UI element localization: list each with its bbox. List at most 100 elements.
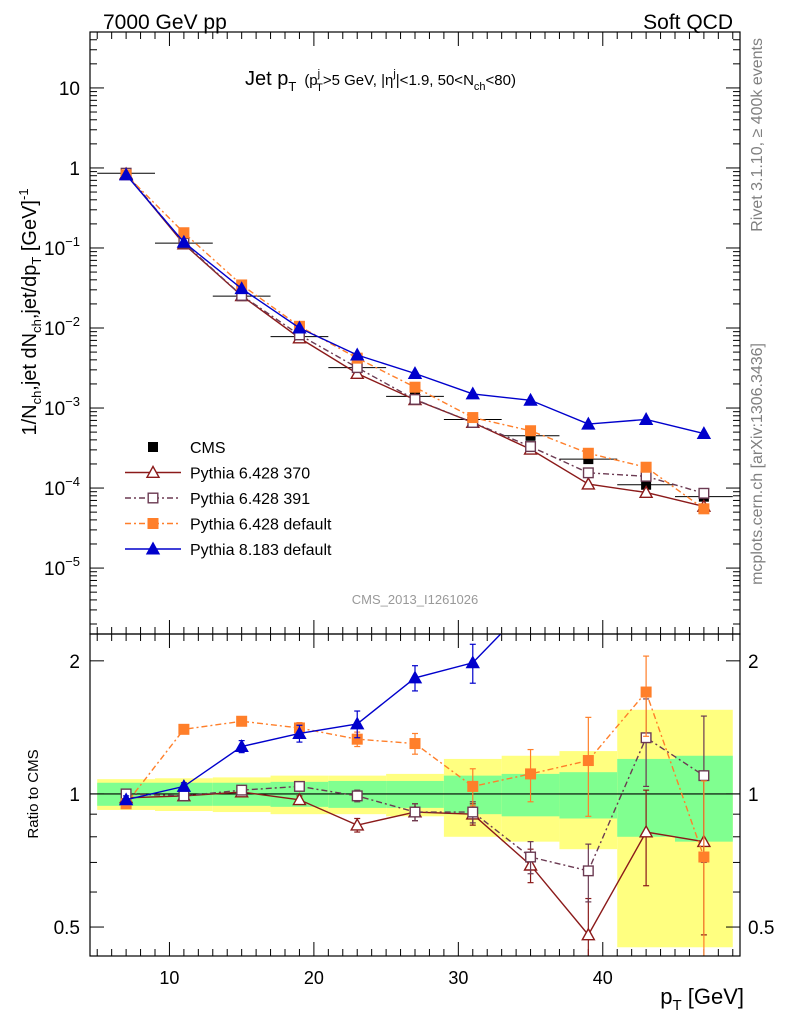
ratio-point [293, 780, 305, 792]
ratio-point [176, 778, 192, 792]
x-axis-label: pT [GeV] [660, 984, 744, 1014]
title-cond-sup2: j [392, 68, 395, 80]
title-cond-sub: T [316, 82, 323, 94]
y-tick-label: 10−3 [44, 394, 80, 420]
ratio-point [698, 438, 710, 449]
ratio-point [292, 792, 307, 806]
series-point [698, 503, 710, 515]
ratio-frame [89, 633, 741, 957]
legend-marker [147, 492, 159, 504]
legend-marker [145, 541, 161, 555]
x-tick-label: 40 [593, 968, 613, 988]
legend: CMS Pythia 6.428 370 Pythia 6.428 391 Pythi… [125, 440, 332, 559]
legend-marker-cms [148, 442, 158, 452]
title-cond-open: (p [304, 72, 317, 89]
ratio-y-tick-label-right: 1 [748, 785, 759, 806]
x-axis-label-sub: T [672, 997, 681, 1014]
series-point [467, 412, 479, 424]
ratio-point [698, 770, 710, 782]
ratio-point [698, 851, 710, 863]
series-point [640, 470, 652, 482]
title-cond-close: <80) [486, 72, 516, 89]
series-point [525, 441, 537, 453]
title-cond-mid2: |<1.9, 50<N [396, 72, 474, 89]
ratio-point [467, 780, 479, 792]
y-tick-label: 10−5 [44, 554, 80, 580]
series-point [581, 476, 596, 490]
cms-point [641, 479, 652, 490]
series-point [407, 366, 423, 380]
ratio-point [409, 806, 421, 818]
series-point [409, 393, 421, 405]
series-line [125, 172, 705, 494]
ratio-point [292, 726, 307, 739]
ratio-point [525, 851, 537, 863]
series-point [696, 426, 712, 440]
analysis-id: CMS_2013_I1261026 [352, 592, 479, 607]
legend-label: Pythia 6.428 391 [190, 491, 310, 508]
series-point [582, 467, 594, 479]
ratio-point [638, 824, 654, 838]
ratio-point [582, 755, 594, 767]
ratio-point [407, 670, 423, 684]
rivet-version-label: Rivet 3.1.10, ≥ 400k events [749, 38, 766, 232]
ratio-point [236, 784, 248, 796]
x-axis-label-text: p [660, 984, 672, 1009]
series-point [581, 416, 596, 430]
ratio-point [525, 768, 537, 780]
series-point [292, 320, 307, 334]
series-point [582, 447, 594, 459]
series-point [118, 167, 134, 181]
ratio-point [582, 583, 594, 594]
legend-marker [145, 465, 161, 478]
cms-point [583, 454, 594, 465]
x-tick-label: 30 [448, 968, 468, 988]
x-axis-label-unit: [GeV] [682, 984, 744, 1009]
series-line [125, 174, 705, 510]
ratio-point [178, 723, 190, 735]
series-point [525, 425, 537, 437]
ratio-y-tick-label: 2 [69, 652, 80, 673]
ratio-point [118, 792, 134, 806]
y-tick-label: 10 [59, 79, 80, 100]
mcplots-label: mcplots.cern.ch [arXiv:1306.3436] [749, 343, 766, 585]
series-point [176, 234, 192, 248]
y-tick-label: 10−1 [44, 234, 80, 260]
x-tick-label: 10 [159, 968, 179, 988]
x-tick-label: 20 [304, 968, 324, 988]
process-label: Soft QCD [643, 11, 733, 34]
title-cond-mid: >5 GeV, |η [323, 72, 393, 89]
ratio-point [178, 790, 190, 802]
legend-label: CMS [190, 440, 226, 457]
ratio-panel: 10 20 30 40 0.5 0.5 1 1 2 2 [54, 438, 774, 988]
series-point [638, 485, 654, 498]
series-point [523, 392, 538, 406]
ratio-point [465, 655, 480, 669]
ratio-point [467, 806, 479, 818]
series-point [698, 487, 710, 499]
ratio-point [236, 715, 248, 727]
ratio-point [350, 817, 365, 831]
energy-label: 7000 GeV pp [103, 11, 227, 34]
main-frame [89, 31, 741, 635]
title-cond-sup: j [317, 68, 320, 80]
series-point [640, 461, 652, 473]
y-axis-label: 1/Nch,jet dNch,jet/dpT [GeV]-1 [16, 188, 44, 435]
y-tick-label: 10−4 [44, 474, 80, 500]
series-point [638, 411, 654, 425]
series-point [409, 381, 421, 393]
ratio-point [640, 686, 652, 698]
ratio-y-tick-label-right: 2 [748, 652, 759, 673]
title-cond-sub2: ch [474, 81, 486, 93]
y-tick-label: 1 [69, 159, 80, 180]
legend-label: Pythia 6.428 default [190, 517, 332, 534]
series-point [234, 281, 249, 295]
ratio-point [351, 790, 363, 802]
main-panel: 10−5 10−4 10−3 10−2 10−1 1 10 [44, 31, 741, 635]
ratio-point [582, 865, 594, 877]
ratio-y-tick-label: 1 [69, 785, 80, 806]
ratio-point [234, 739, 249, 753]
ratio-point [581, 927, 596, 941]
ratio-y-tick-label: 0.5 [54, 918, 80, 939]
